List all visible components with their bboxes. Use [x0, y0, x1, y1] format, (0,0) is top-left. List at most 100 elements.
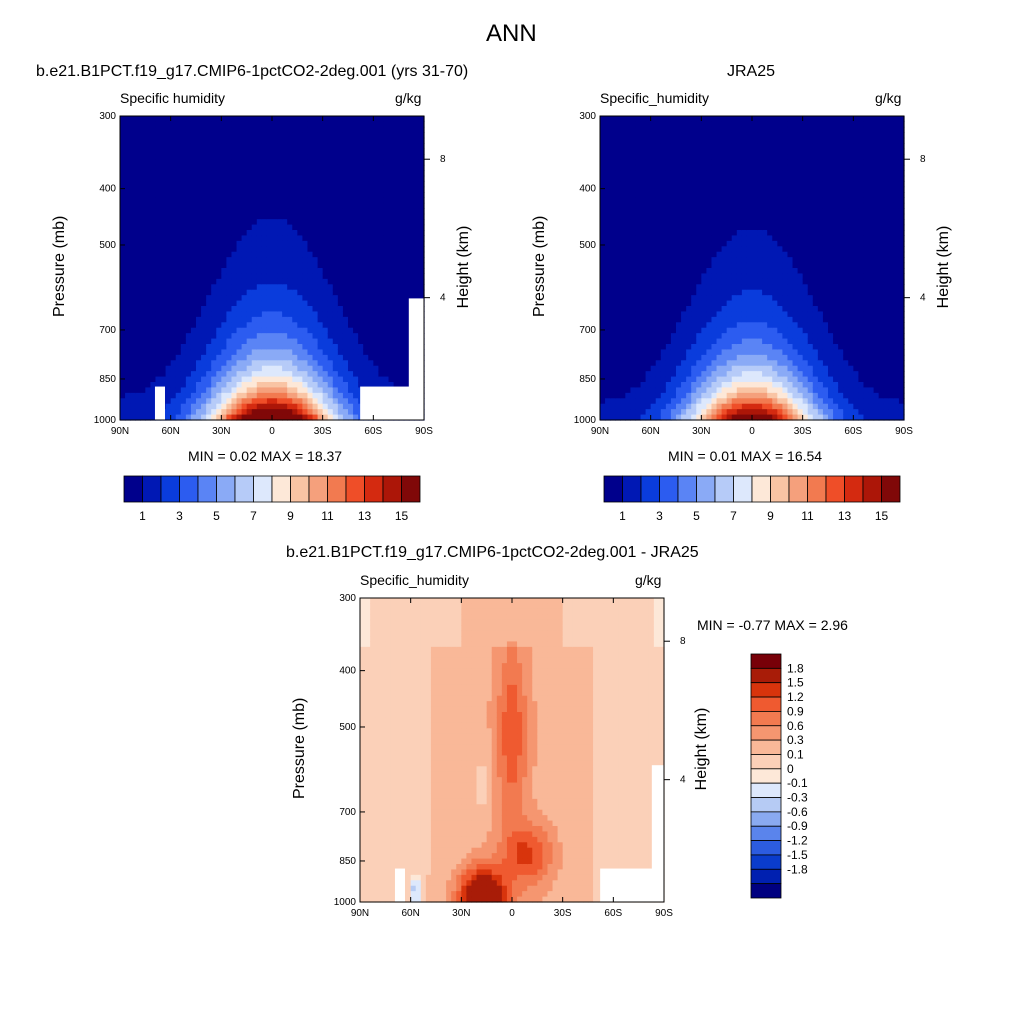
contour-cell [706, 365, 713, 372]
contour-cell [373, 338, 379, 345]
contour-cell [261, 284, 268, 291]
contour-cell [251, 164, 258, 171]
contour-cell [363, 382, 369, 389]
contour-cell [226, 213, 233, 220]
contour-cell [676, 219, 682, 226]
contour-cell [378, 382, 385, 389]
contour-cell [206, 137, 212, 144]
contour-cell [418, 224, 425, 231]
contour-cell [277, 197, 283, 204]
contour-cell [681, 262, 687, 269]
contour-cell [261, 164, 268, 171]
contour-cell [125, 192, 131, 199]
contour-cell [342, 159, 349, 166]
contour-cell [317, 219, 324, 226]
contour-cell [640, 235, 647, 242]
contour-cell [145, 175, 151, 182]
contour-cell [322, 365, 329, 372]
contour-cell [393, 322, 400, 329]
contour-cell [140, 409, 146, 416]
contour-cell [307, 392, 314, 399]
contour-cell [388, 164, 395, 171]
contour-cell [383, 175, 390, 182]
contour-cell [327, 376, 334, 383]
contour-cell [241, 327, 248, 334]
contour-cell [201, 300, 207, 307]
contour-cell [408, 230, 415, 237]
contour-cell [251, 126, 258, 133]
contour-cell [716, 311, 723, 318]
contour-cell [358, 295, 364, 302]
contour-cell [701, 306, 707, 313]
contour-cell [353, 376, 359, 383]
contour-cell [605, 289, 611, 296]
contour-cell [236, 289, 243, 296]
contour-cell [120, 251, 126, 258]
contour-cell [307, 409, 314, 416]
contour-cell [408, 126, 415, 133]
contour-cell [277, 143, 283, 150]
contour-cell [413, 289, 420, 296]
contour-cell [266, 278, 273, 285]
contour-cell [368, 235, 374, 242]
contour-cell [332, 208, 339, 215]
contour-cell [686, 414, 692, 421]
contour-cell [403, 192, 410, 199]
contour-cell [363, 300, 369, 307]
contour-cell [145, 235, 151, 242]
contour-cell [337, 181, 344, 188]
contour-cell [277, 344, 283, 351]
contour-cell [256, 322, 263, 329]
contour-cell [155, 354, 162, 361]
contour-cell [701, 137, 707, 144]
contour-cell [660, 365, 667, 372]
contour-cell [145, 316, 151, 323]
contour-cell [206, 289, 212, 296]
contour-cell [170, 251, 177, 258]
contour-cell [696, 132, 702, 139]
contour-cell [322, 262, 329, 269]
contour-cell [231, 224, 238, 231]
contour-cell [140, 143, 146, 150]
contour-cell [373, 349, 379, 356]
contour-cell [120, 219, 126, 226]
contour-cell [615, 365, 621, 372]
contour-cell [403, 230, 410, 237]
contour-cell [388, 278, 395, 285]
contour-cell [125, 235, 131, 242]
contour-cell [660, 192, 667, 199]
contour-cell [120, 354, 126, 361]
contour-cell [665, 316, 672, 323]
contour-cell [287, 376, 293, 383]
contour-cell [246, 311, 253, 318]
contour-cell [292, 181, 298, 188]
contour-cell [241, 354, 248, 361]
contour-cell [413, 116, 420, 123]
contour-cell [165, 240, 172, 247]
contour-cell [378, 208, 385, 215]
contour-cell [605, 382, 611, 389]
contour-cell [287, 246, 293, 253]
contour-cell [353, 224, 359, 231]
contour-cell [307, 349, 314, 356]
contour-cell [640, 311, 647, 318]
contour-cell [266, 349, 273, 356]
contour-cell [665, 262, 672, 269]
contour-cell [297, 409, 303, 416]
contour-cell [327, 338, 334, 345]
contour-cell [180, 202, 187, 209]
contour-cell [130, 246, 136, 253]
contour-cell [140, 219, 146, 226]
contour-cell [241, 344, 248, 351]
contour-cell [378, 116, 385, 123]
contour-cell [676, 414, 682, 421]
contour-cell [408, 295, 415, 302]
contour-cell [226, 186, 233, 193]
contour-cell [373, 251, 379, 258]
contour-cell [297, 148, 303, 155]
contour-cell [216, 235, 222, 242]
contour-cell [206, 192, 212, 199]
contour-cell [398, 338, 405, 345]
contour-cell [650, 371, 657, 378]
contour-cell [696, 240, 702, 247]
